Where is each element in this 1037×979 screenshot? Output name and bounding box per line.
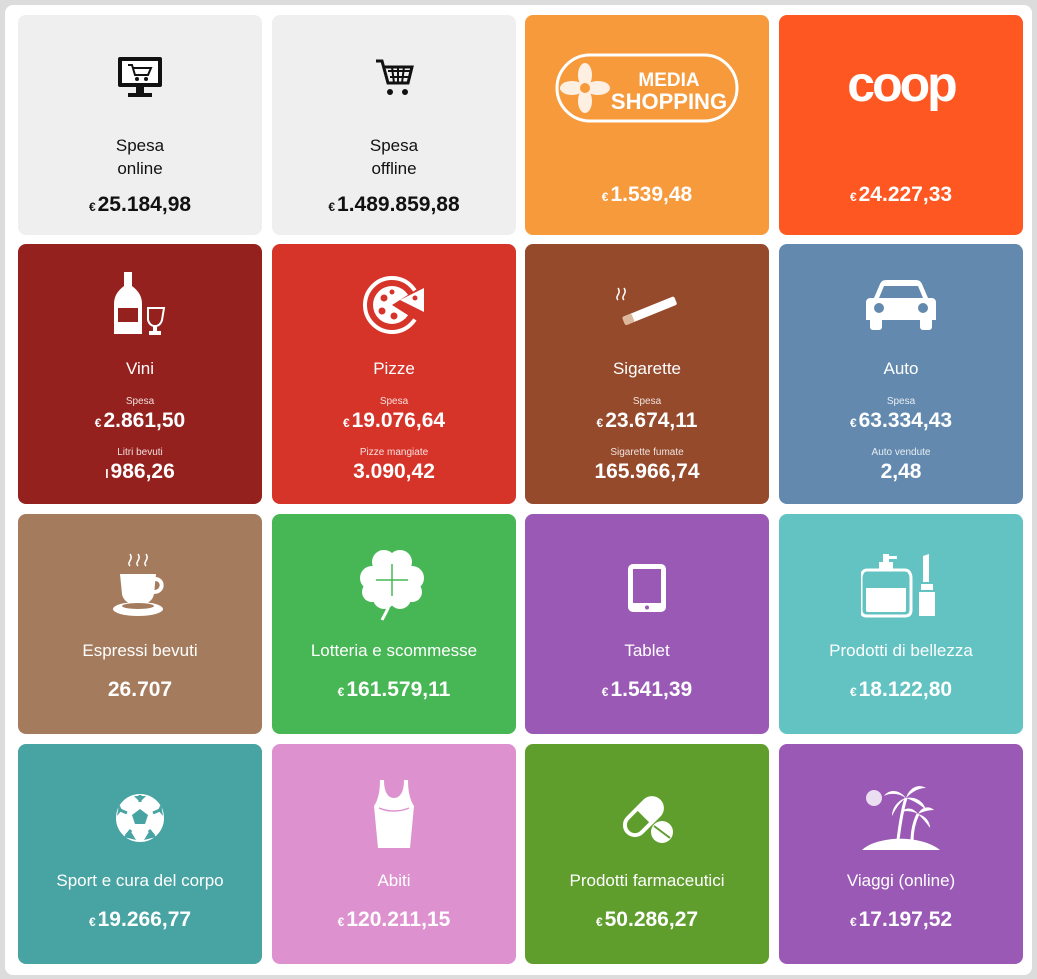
currency-symbol: € [849, 190, 857, 204]
monitor-cart-icon [18, 55, 262, 101]
tile-value: 24.227,33 [858, 183, 953, 206]
tile-value: 63.334,43 [858, 409, 953, 432]
tile-value-2: 165.966,74 [594, 460, 700, 483]
tile-sub-label-2: Auto vendute [871, 447, 931, 458]
tile-value: 17.197,52 [858, 908, 953, 931]
tile-sub-label-2: Sigarette fumate [610, 447, 684, 458]
tile-value: 120.211,15 [346, 908, 451, 931]
cigarette-icon [525, 286, 769, 326]
tile-bellezza[interactable]: Prodotti di bellezza €18.122,80 [779, 514, 1023, 734]
tile-vini[interactable]: Vini Spesa €2.861,50 Litri bevuti l986,2… [18, 244, 262, 504]
soccer-ball-icon [18, 792, 262, 844]
currency-symbol: € [849, 915, 857, 929]
currency-symbol: € [595, 915, 603, 929]
tile-value: 25.184,98 [97, 193, 192, 216]
tile-value: 26.707 [107, 678, 173, 701]
tile-title-line2: offline [371, 159, 417, 178]
currency-symbol: € [596, 416, 604, 430]
currency-symbol: € [328, 200, 336, 214]
tile-title: Viaggi (online) [846, 871, 956, 890]
currency-symbol: € [849, 685, 857, 699]
tile-espressi[interactable]: Espressi bevuti 26.707 [18, 514, 262, 734]
tile-value: 19.266,77 [97, 908, 192, 931]
tile-title: Espressi bevuti [82, 641, 198, 660]
tablet-icon [525, 562, 769, 614]
perfume-lipstick-icon [779, 550, 1023, 620]
pizza-icon [272, 274, 516, 336]
currency-symbol: € [601, 190, 609, 204]
tile-title: Lotteria e scommesse [310, 641, 478, 660]
pills-icon [525, 788, 769, 846]
palm-island-icon [779, 780, 1023, 854]
tile-coop[interactable]: coop €24.227,33 [779, 15, 1023, 235]
wine-icon [18, 270, 262, 338]
tile-sub-label: Spesa [379, 396, 409, 407]
tile-title: Tablet [624, 641, 670, 660]
tile-value: 19.076,64 [351, 409, 446, 432]
tiles-panel: Spesa online €25.184,98 Spesa offline €1… [5, 5, 1032, 975]
svg-text:SHOPPING: SHOPPING [611, 89, 727, 114]
currency-symbol: € [337, 685, 345, 699]
tile-value: 23.674,11 [605, 409, 698, 432]
tile-auto[interactable]: Auto Spesa €63.334,43 Auto vendute 2,48 [779, 244, 1023, 504]
tile-sub-label: Spesa [125, 396, 155, 407]
tile-value: 161.579,11 [346, 678, 451, 701]
tile-lotteria[interactable]: Lotteria e scommesse €161.579,11 [272, 514, 516, 734]
unit-symbol: l [105, 467, 109, 481]
tile-abiti[interactable]: Abiti €120.211,15 [272, 744, 516, 964]
tile-title: Prodotti di bellezza [829, 641, 973, 660]
tile-viaggi[interactable]: Viaggi (online) €17.197,52 [779, 744, 1023, 964]
clover-icon [272, 548, 516, 622]
tile-value-2: 3.090,42 [353, 460, 435, 483]
svg-text:MEDIA: MEDIA [638, 70, 700, 91]
tile-title: Pizze [373, 359, 415, 378]
tile-title: Sigarette [612, 359, 682, 378]
tile-media-shopping[interactable]: MEDIA SHOPPING €1.539,48 [525, 15, 769, 235]
tile-title: Prodotti farmaceutici [569, 871, 725, 890]
tile-pizze[interactable]: Pizze Spesa €19.076,64 Pizze mangiate 3.… [272, 244, 516, 504]
tile-sigarette[interactable]: Sigarette Spesa €23.674,11 Sigarette fum… [525, 244, 769, 504]
currency-symbol: € [88, 915, 96, 929]
tile-spesa-online[interactable]: Spesa online €25.184,98 [18, 15, 262, 235]
tile-sub-label: Spesa [886, 396, 916, 407]
tile-value: 2.861,50 [103, 409, 186, 432]
tile-title-line2: online [117, 159, 163, 178]
tile-value: 1.539,48 [610, 183, 693, 206]
car-icon [779, 278, 1023, 332]
coop-logo: coop [779, 63, 1023, 111]
tile-title: Abiti [377, 871, 411, 890]
tile-value-2: 986,26 [110, 460, 175, 483]
currency-symbol: € [601, 685, 609, 699]
tile-title-line1: Spesa [115, 136, 165, 155]
currency-symbol: € [342, 416, 350, 430]
tile-title: Sport e cura del corpo [56, 871, 224, 890]
tile-title-line1: Spesa [369, 136, 419, 155]
tile-value: 1.489.859,88 [337, 193, 460, 216]
tank-top-icon [272, 778, 516, 850]
currency-symbol: € [94, 416, 102, 430]
tile-value: 18.122,80 [858, 678, 953, 701]
tile-title: Auto [883, 359, 919, 378]
currency-symbol: € [337, 915, 345, 929]
tile-sport[interactable]: Sport e cura del corpo €19.266,77 [18, 744, 262, 964]
media-shopping-logo: MEDIA SHOPPING [525, 53, 769, 123]
svg-text:coop: coop [847, 63, 956, 111]
tile-sub-label: Spesa [632, 396, 662, 407]
tile-value: 1.541,39 [610, 678, 693, 701]
tile-sub-label-2: Pizze mangiate [359, 447, 429, 458]
tile-sub-label-2: Litri bevuti [117, 447, 163, 458]
tile-value-2: 2,48 [880, 460, 922, 483]
cart-icon [272, 55, 516, 99]
tile-value: 50.286,27 [604, 908, 699, 931]
currency-symbol: € [849, 416, 857, 430]
currency-symbol: € [88, 200, 96, 214]
coffee-cup-icon [18, 552, 262, 618]
tile-tablet[interactable]: Tablet €1.541,39 [525, 514, 769, 734]
tile-spesa-offline[interactable]: Spesa offline €1.489.859,88 [272, 15, 516, 235]
tile-title: Vini [125, 359, 155, 378]
tile-farmaceutici[interactable]: Prodotti farmaceutici €50.286,27 [525, 744, 769, 964]
